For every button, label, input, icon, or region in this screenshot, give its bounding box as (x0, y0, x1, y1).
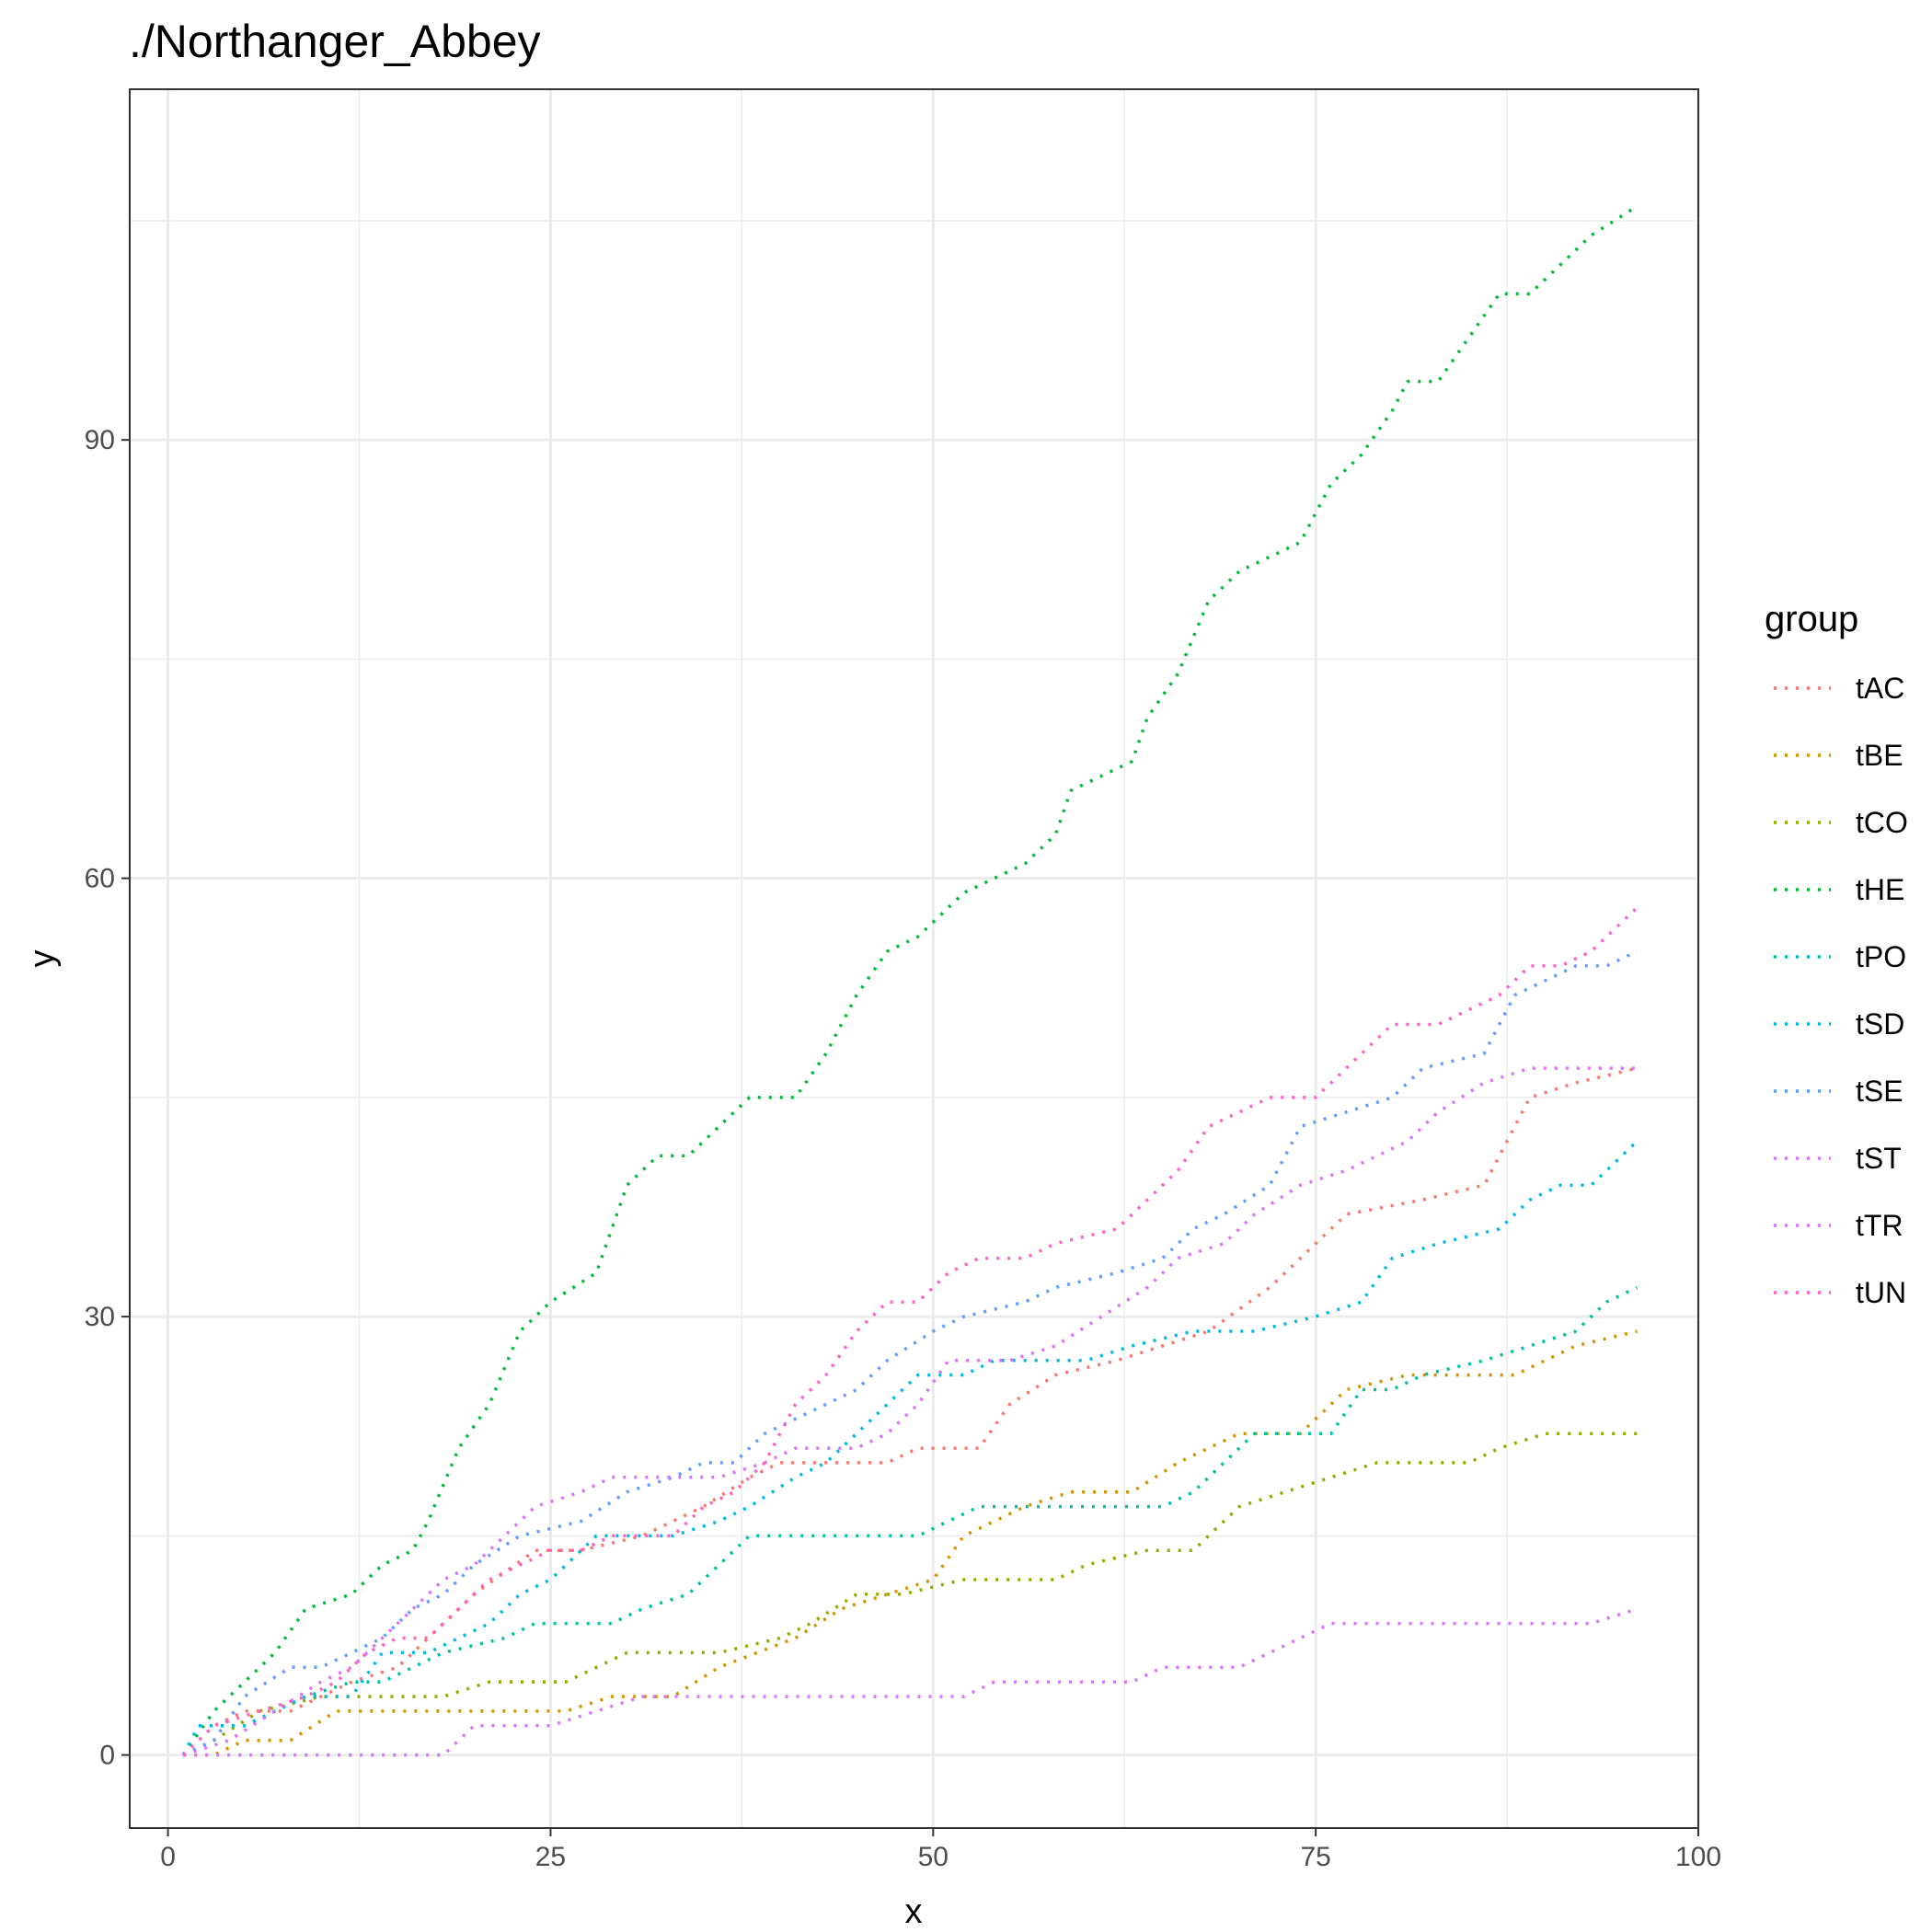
y-axis-title: y (23, 950, 62, 968)
x-tick-label: 50 (918, 1842, 949, 1872)
x-tick-label: 0 (160, 1842, 176, 1872)
series-line-tco (182, 1432, 1638, 1757)
series-line-ttr (183, 1607, 1639, 1757)
legend-label-tun: tUN (1856, 1276, 1906, 1309)
y-tick-label: 30 (85, 1302, 115, 1332)
y-tick-label: 90 (85, 425, 115, 455)
legend-label-tse: tSE (1856, 1075, 1903, 1108)
y-tick-label: 60 (85, 864, 115, 894)
chart-title: ./Northanger_Abbey (129, 16, 541, 67)
legend-label-tbe: tBE (1856, 739, 1903, 772)
series-line-tsd (181, 1140, 1639, 1756)
y-axis: 0 30 60 90 (85, 425, 130, 1771)
legend-label-tac: tAC (1856, 672, 1904, 705)
x-axis-title: x (905, 1892, 923, 1931)
x-tick-label: 100 (1675, 1842, 1721, 1872)
series-layer (181, 204, 1639, 1757)
legend-label-ttr: tTR (1856, 1209, 1903, 1242)
grid-minor (130, 89, 1698, 1828)
legend-label-tpo: tPO (1856, 940, 1906, 973)
plot-background (130, 89, 1698, 1828)
series-line-tun (181, 906, 1639, 1756)
x-axis: 0 25 50 75 100 (160, 1828, 1721, 1872)
x-tick-label: 75 (1300, 1842, 1330, 1872)
legend-items: tAC tBE tCO tHE tPO tSD tSE tST tTR tUN (1774, 672, 1908, 1309)
legend-title: group (1765, 599, 1858, 639)
legend-label-tst: tST (1856, 1142, 1902, 1175)
series-line-tpo (181, 1285, 1639, 1756)
plot-panel (129, 88, 1700, 1829)
legend: group tAC tBE tCO tHE tPO tSD tSE tST tTR tUN (1765, 599, 1908, 1309)
legend-label-tsd: tSD (1856, 1007, 1904, 1041)
plot-border (129, 88, 1699, 1829)
x-tick-label: 25 (535, 1842, 566, 1872)
legend-label-the: tHE (1856, 873, 1904, 906)
series-line-tse (182, 949, 1639, 1757)
y-tick-label: 0 (99, 1741, 115, 1771)
legend-label-tco: tCO (1856, 806, 1908, 839)
series-line-the (181, 204, 1639, 1756)
